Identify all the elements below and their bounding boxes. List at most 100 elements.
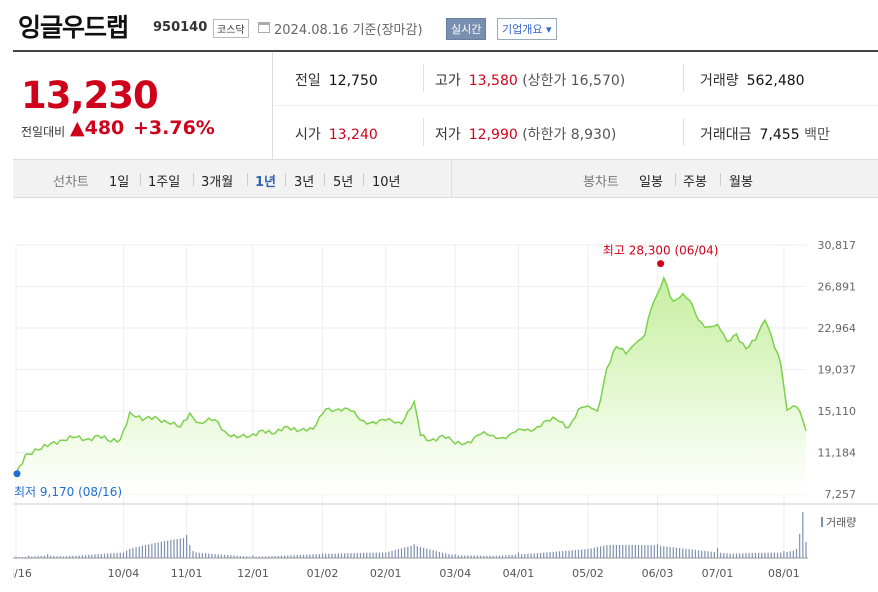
- volume-bar: [15, 556, 17, 558]
- volume-bar: [363, 552, 365, 558]
- volume-bar: [394, 549, 396, 558]
- volume-bar: [445, 553, 447, 558]
- volume-bar: [47, 554, 49, 558]
- volume-bar: [94, 554, 96, 558]
- change-value: ▲480: [70, 117, 125, 139]
- change-label: 전일대비: [21, 125, 66, 139]
- volume-bar: [609, 545, 611, 558]
- stock-header: 잉글우드랩 950140 코스닥 2024.08.16 기준(장마감) 실시간 …: [0, 0, 878, 50]
- tab-3m[interactable]: 3개월: [201, 175, 234, 190]
- tab-1d[interactable]: 1일: [109, 175, 130, 190]
- volume-bar: [568, 550, 570, 558]
- volume-bar: [65, 556, 68, 558]
- volume-legend-swatch: [821, 517, 823, 527]
- volume-bar: [622, 544, 624, 558]
- volume-bar: [571, 550, 573, 558]
- volume-bar: [470, 555, 472, 558]
- volume-bar: [710, 551, 712, 558]
- volume-bar: [378, 552, 380, 558]
- volume-bar: [334, 553, 336, 558]
- divider: [423, 64, 424, 92]
- volume-bar: [59, 556, 61, 558]
- stat-row-1: 전일 12,750 고가 13,580 (상한가 16,570) 거래량 562,48…: [273, 52, 878, 106]
- tab-5y[interactable]: 5년: [333, 175, 354, 190]
- volume-bar: [249, 556, 251, 558]
- tab-3y[interactable]: 3년: [294, 175, 315, 190]
- quote-date-value: 2024.08.16: [274, 23, 349, 38]
- volume-bar: [195, 552, 197, 558]
- volume-bar: [397, 549, 399, 558]
- volume-bar: [536, 553, 538, 558]
- x-tick-label: 10/04: [108, 567, 140, 580]
- y-tick-label: 22,964: [818, 322, 857, 335]
- volume-bar: [88, 554, 90, 558]
- tab-separator: [285, 173, 286, 186]
- volume-bar: [577, 549, 580, 558]
- volume-bar: [271, 556, 273, 558]
- realtime-button[interactable]: 실시간: [446, 18, 487, 40]
- volume-bar: [372, 552, 374, 558]
- volume-bar: [391, 550, 393, 558]
- volume-bar: [637, 544, 640, 558]
- volume-bar: [163, 541, 166, 558]
- volume-bar: [505, 555, 507, 558]
- volume-bar: [694, 549, 696, 558]
- volume-bar: [337, 553, 339, 558]
- volume-bar: [91, 554, 93, 558]
- volume-bar: [454, 554, 456, 558]
- lower-limit: (하한가 8,930): [522, 127, 617, 143]
- tab-1y[interactable]: 1년: [255, 175, 277, 190]
- tab-1w[interactable]: 1주일: [148, 175, 181, 190]
- volume-bar: [265, 556, 267, 558]
- volume-bar: [426, 548, 428, 558]
- volume-bar: [173, 539, 175, 558]
- tab-daily-candle[interactable]: 일봉: [639, 175, 663, 190]
- volume-bar: [720, 552, 722, 558]
- divider: [683, 118, 684, 146]
- volume-bar: [404, 547, 406, 558]
- volume-bar: [565, 550, 567, 558]
- volume-bar: [148, 544, 150, 558]
- tab-monthly-candle[interactable]: 월봉: [729, 175, 753, 190]
- price-line: [15, 275, 807, 475]
- volume-bar: [653, 545, 655, 558]
- volume-bar: [170, 539, 172, 558]
- x-tick-label: 04/01: [503, 567, 535, 580]
- x-tick-label: 07/01: [702, 567, 734, 580]
- volume-bar: [647, 545, 649, 558]
- volume-bar: [299, 554, 301, 558]
- volume-bar: [539, 552, 542, 558]
- prev-close-value: 12,750: [328, 73, 378, 89]
- volume-bar: [590, 548, 592, 558]
- volume-bar: [208, 553, 210, 558]
- volume-bar: [261, 556, 264, 558]
- volume-bar: [192, 551, 194, 558]
- volume-bar: [110, 553, 112, 558]
- volume-bar: [669, 546, 671, 558]
- company-overview-button[interactable]: 기업개요 ▾: [497, 18, 557, 40]
- x-tick-label: 08/16: [13, 567, 32, 580]
- volume-bar: [34, 556, 36, 558]
- divider: [683, 64, 684, 92]
- volume-bar: [799, 533, 801, 558]
- volume-bar: [732, 553, 734, 558]
- volume-bar: [644, 545, 646, 558]
- volume-bar: [28, 555, 30, 558]
- volume-bar: [464, 555, 466, 558]
- volume-bar: [780, 552, 782, 558]
- volume-bar: [236, 555, 238, 558]
- tab-10y[interactable]: 10년: [372, 175, 401, 190]
- volume-bar: [584, 549, 586, 558]
- x-tick-label: 12/01: [237, 567, 269, 580]
- volume-bar: [113, 553, 115, 558]
- volume-bar: [479, 555, 482, 558]
- volume-bar: [325, 553, 327, 558]
- x-tick-label: 02/01: [370, 567, 402, 580]
- volume-bar: [53, 556, 55, 558]
- volume-bar: [62, 556, 64, 558]
- max-label: 최고 28,300 (06/04): [603, 244, 719, 258]
- volume-bar: [302, 554, 305, 558]
- stock-code: 950140: [153, 20, 208, 35]
- volume-bar: [615, 544, 617, 558]
- tab-weekly-candle[interactable]: 주봉: [683, 175, 707, 190]
